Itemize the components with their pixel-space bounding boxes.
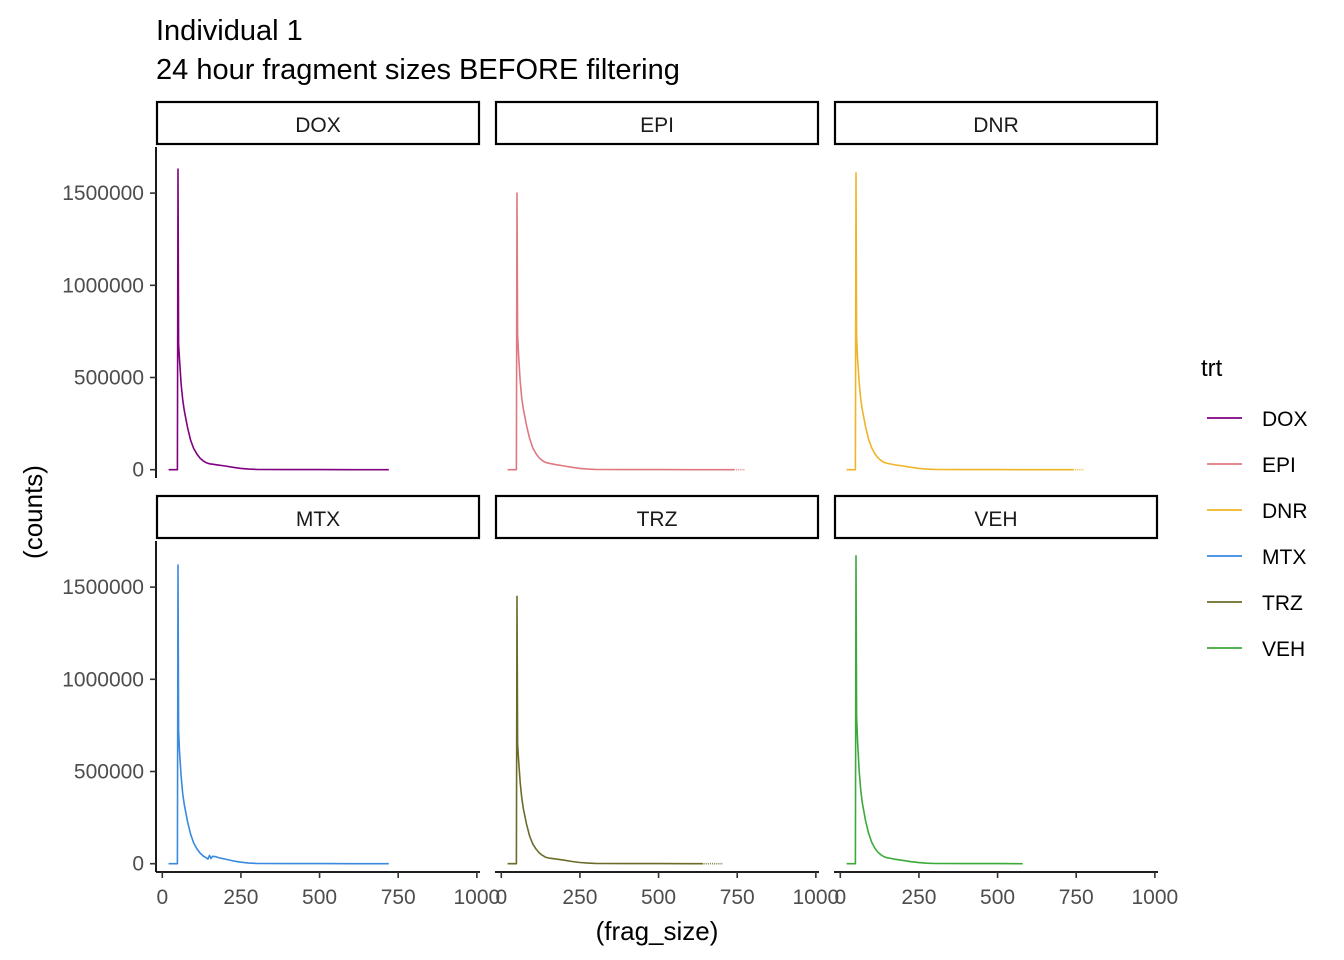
x-tick-label: 0 [834,886,846,909]
y-tick-label: 1000000 [62,274,144,297]
panel-mtx: MTX 0 500000 1000000 1500000 0 250 500 750 1000 [62,494,500,909]
legend-label: DNR [1262,500,1308,523]
strip-label: VEH [974,508,1017,531]
legend-label: MTX [1262,546,1306,569]
x-tick-label: 250 [223,886,258,909]
series-line-dnr [846,172,1074,471]
y-tick-label: 1500000 [62,576,144,599]
panel-dnr: DNR [833,100,1159,471]
panel-trz: TRZ 0 250 500 750 1000 [494,494,839,909]
strip-label: DNR [973,114,1019,137]
strip-box [494,100,820,146]
y-tick-label: 0 [132,853,144,876]
legend-item-dnr: DNR [1207,500,1308,523]
x-tick-label: 750 [381,886,416,909]
legend-item-epi: EPI [1207,454,1296,477]
legend-label: TRZ [1262,592,1303,615]
x-tick-label: 0 [495,886,507,909]
x-tick-label: 1000 [453,886,500,909]
legend-title: trt [1201,355,1223,382]
y-tick-label: 500000 [74,761,144,784]
legend-item-trz: TRZ [1207,592,1303,615]
strip-label: TRZ [637,508,678,531]
strip-box [833,100,1159,146]
x-tick-label: 750 [720,886,755,909]
series-line-dox [168,168,389,471]
series-line-trz [507,595,703,865]
legend-item-mtx: MTX [1207,546,1306,569]
strip-label: MTX [296,508,340,531]
panel-veh: VEH 0 250 500 750 1000 [833,494,1178,909]
legend-label: EPI [1262,454,1296,477]
y-tick-label: 500000 [74,367,144,390]
legend-label: VEH [1262,638,1305,661]
strip-box [833,494,1159,540]
x-tick-label: 750 [1059,886,1094,909]
y-tick-label: 1000000 [62,668,144,691]
x-tick-label: 1000 [792,886,839,909]
legend-label: DOX [1262,408,1308,431]
series-line-veh [846,554,1023,865]
panel-epi: EPI [494,100,820,471]
x-tick-label: 500 [641,886,676,909]
strip-label: EPI [640,114,674,137]
y-axis-title: (counts) [18,465,48,559]
chart-subtitle: 24 hour fragment sizes BEFORE filtering [156,54,680,86]
x-tick-label: 0 [156,886,168,909]
x-axis-title: (frag_size) [596,916,719,946]
chart-title: Individual 1 [156,15,303,47]
x-tick-label: 1000 [1131,886,1178,909]
y-tick-label: 1500000 [62,182,144,205]
strip-label: DOX [295,114,341,137]
series-line-epi [507,192,735,471]
x-tick-label: 250 [562,886,597,909]
legend: trt DOX EPI DNR MTX TRZ VEH [1201,355,1308,661]
legend-item-veh: VEH [1207,638,1305,661]
x-tick-label: 500 [980,886,1015,909]
series-line-mtx [168,564,389,865]
legend-item-dox: DOX [1207,408,1308,431]
x-tick-label: 250 [901,886,936,909]
y-tick-label: 0 [132,459,144,482]
strip-box [155,494,481,540]
strip-box [155,100,481,146]
x-tick-label: 500 [302,886,337,909]
strip-box [494,494,820,540]
panel-dox: DOX 0 500000 1000000 1500000 [62,100,481,482]
